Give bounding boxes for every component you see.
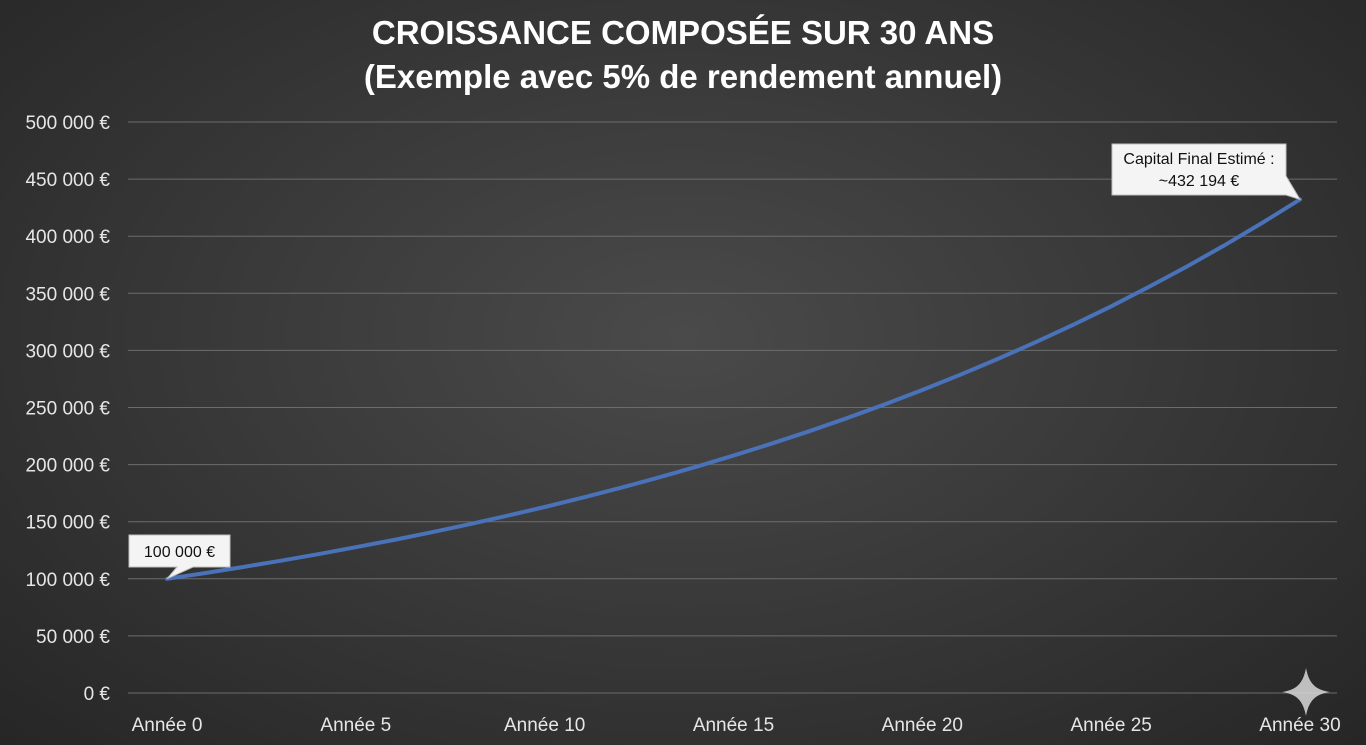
y-tick-label: 0 € [84, 684, 111, 705]
x-tick-label: Année 30 [1259, 715, 1340, 736]
y-axis-ticks: 0 € 50 000 € 100 000 € 150 000 € 200 000 € 25… [25, 113, 110, 705]
callout-start-label: 100 000 € [144, 544, 215, 561]
x-tick-label: Année 5 [320, 715, 391, 736]
x-tick-label: Année 0 [132, 715, 203, 736]
x-axis-ticks: Année 0 Année 5 Année 10 Année 15 Année 20 An… [132, 715, 1341, 736]
y-tick-label: 50 000 € [36, 627, 110, 648]
sparkle-icon [1282, 668, 1330, 716]
callout-start-box [128, 534, 231, 580]
y-tick-label: 450 000 € [25, 170, 110, 191]
series-layer [165, 197, 1302, 581]
y-tick-label: 200 000 € [25, 456, 110, 477]
chart-subtitle: (Exemple avec 5% de rendement annuel) [364, 58, 1002, 95]
y-tick-label: 350 000 € [25, 284, 110, 305]
y-tick-label: 400 000 € [25, 227, 110, 248]
chart-title: CROISSANCE COMPOSÉE SUR 30 ANS [372, 14, 994, 51]
callout-end-label: Capital Final Estimé : [1123, 151, 1274, 168]
y-tick-label: 500 000 € [25, 113, 110, 134]
callout-end-label: ~432 194 € [1159, 173, 1240, 190]
y-tick-label: 300 000 € [25, 341, 110, 362]
x-tick-label: Année 25 [1070, 715, 1151, 736]
x-tick-label: Année 20 [882, 715, 963, 736]
y-tick-label: 250 000 € [25, 399, 110, 420]
callout-end-box [1111, 143, 1302, 201]
y-tick-label: 100 000 € [25, 570, 110, 591]
series-line [165, 197, 1302, 581]
gridlines [128, 121, 1337, 694]
y-tick-label: 150 000 € [25, 513, 110, 534]
annotations: 100 000 € Capital Final Estimé : ~432 194 … [128, 143, 1302, 580]
x-tick-label: Année 10 [504, 715, 585, 736]
x-tick-label: Année 15 [693, 715, 774, 736]
